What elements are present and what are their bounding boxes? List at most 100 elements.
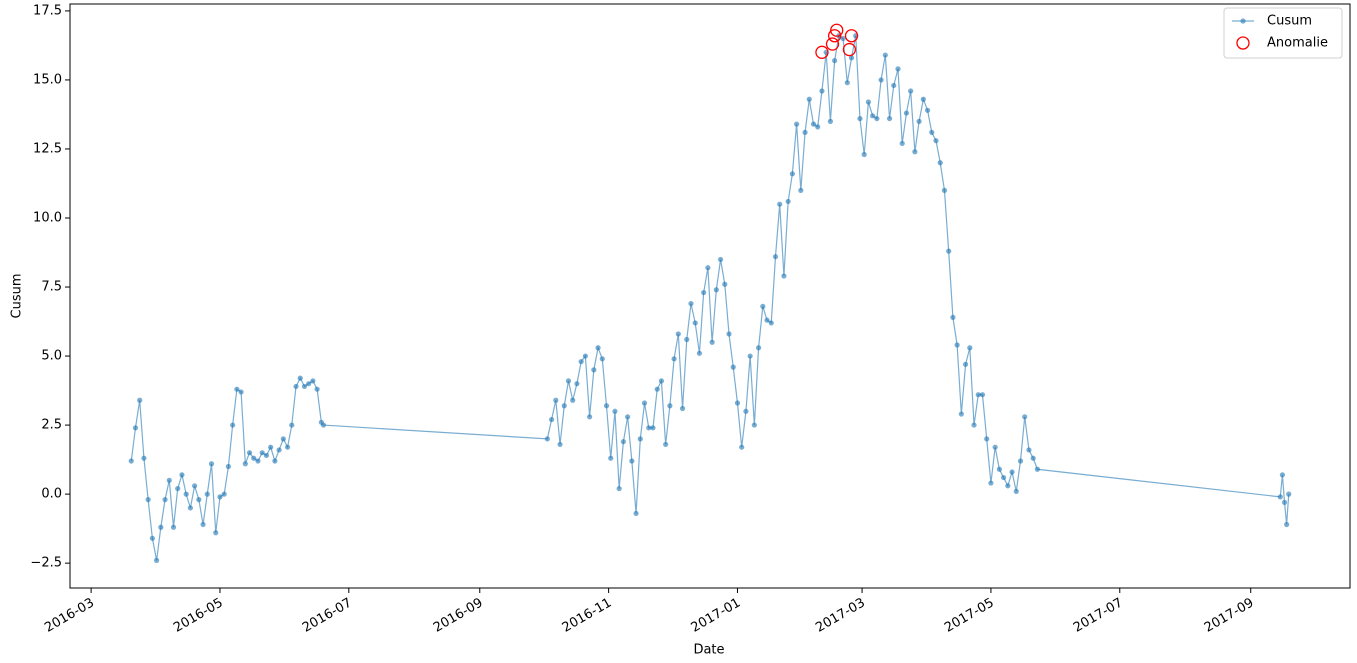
data-point (857, 115, 863, 122)
x-tick-label: 2017-01 (689, 596, 744, 636)
data-point (675, 331, 681, 337)
data-point (667, 403, 673, 409)
data-point (616, 485, 622, 492)
data-point (1013, 488, 1019, 494)
data-point (848, 55, 855, 61)
data-point (908, 88, 914, 94)
data-point (1017, 458, 1024, 464)
data-point (701, 289, 707, 296)
data-point (679, 405, 686, 412)
data-point (692, 320, 698, 326)
series-line (130, 34, 1290, 561)
data-point (705, 265, 711, 271)
data-point (187, 505, 193, 511)
data-point (145, 497, 151, 503)
data-point (827, 118, 833, 124)
data-point (878, 77, 884, 83)
data-point (320, 422, 327, 428)
data-point (574, 381, 580, 387)
legend-label: Anomalie (1267, 36, 1328, 51)
data-point (612, 408, 618, 414)
data-point (246, 450, 253, 456)
data-point (553, 397, 559, 403)
data-point (251, 455, 257, 461)
data-point (217, 494, 223, 500)
data-point (578, 358, 584, 365)
x-tick-label: 2017-05 (942, 596, 997, 636)
data-point (684, 336, 690, 343)
data-point (810, 121, 817, 127)
data-point (777, 201, 783, 207)
data-point (844, 80, 850, 86)
data-point (650, 425, 656, 431)
data-point (946, 248, 952, 254)
data-point (1000, 474, 1007, 481)
data-point (958, 411, 964, 417)
data-point (225, 463, 232, 470)
data-point (238, 389, 244, 395)
data-point (688, 300, 694, 307)
data-point (204, 491, 210, 497)
data-point (819, 88, 825, 94)
data-point (768, 320, 774, 326)
data-point (802, 129, 808, 135)
data-point (276, 447, 282, 453)
data-point (137, 397, 143, 403)
data-point (599, 356, 605, 362)
legend-marker (1236, 36, 1250, 50)
data-point (192, 483, 198, 489)
data-point (933, 138, 939, 144)
data-point (722, 281, 728, 287)
anomaly-point (842, 42, 857, 57)
y-tick-label: 12.5 (33, 141, 62, 156)
y-tick-label: 0.0 (41, 487, 62, 502)
data-point (832, 58, 838, 64)
data-point (734, 400, 741, 406)
data-point (988, 480, 994, 486)
data-point (696, 350, 703, 356)
data-point (950, 314, 956, 320)
data-point (289, 422, 295, 428)
data-point (709, 339, 715, 345)
data-point (755, 345, 762, 351)
data-point (166, 477, 172, 483)
data-point (912, 149, 918, 155)
data-point (154, 557, 160, 563)
data-point (772, 254, 779, 260)
data-point (815, 124, 821, 130)
data-point (221, 491, 227, 497)
data-point (149, 535, 155, 541)
data-point (284, 444, 291, 450)
y-tick-label: 17.5 (33, 3, 62, 18)
anomaly-point (815, 45, 829, 59)
data-point (979, 392, 986, 398)
data-point (861, 151, 867, 158)
data-point (785, 198, 791, 205)
data-point (132, 425, 139, 431)
data-point (874, 115, 880, 122)
data-point (141, 455, 147, 461)
data-point (899, 140, 905, 147)
data-point (764, 317, 770, 323)
data-point (916, 118, 922, 124)
y-tick-label: 5.0 (41, 349, 62, 364)
data-point (730, 364, 736, 370)
data-point (200, 521, 206, 528)
y-tick-label: 10.0 (33, 210, 62, 225)
data-point (242, 461, 248, 467)
data-point (629, 458, 635, 464)
data-point (1009, 469, 1015, 475)
data-point (1030, 455, 1036, 461)
data-point (595, 345, 601, 351)
data-point (263, 452, 270, 459)
data-point (633, 510, 639, 517)
data-point (196, 497, 202, 503)
data-point (929, 129, 935, 135)
data-point (620, 439, 626, 445)
data-point (654, 386, 660, 392)
data-point (208, 461, 215, 467)
data-point (230, 422, 236, 428)
data-point (557, 441, 563, 448)
data-point (587, 414, 593, 420)
data-point (663, 441, 669, 448)
